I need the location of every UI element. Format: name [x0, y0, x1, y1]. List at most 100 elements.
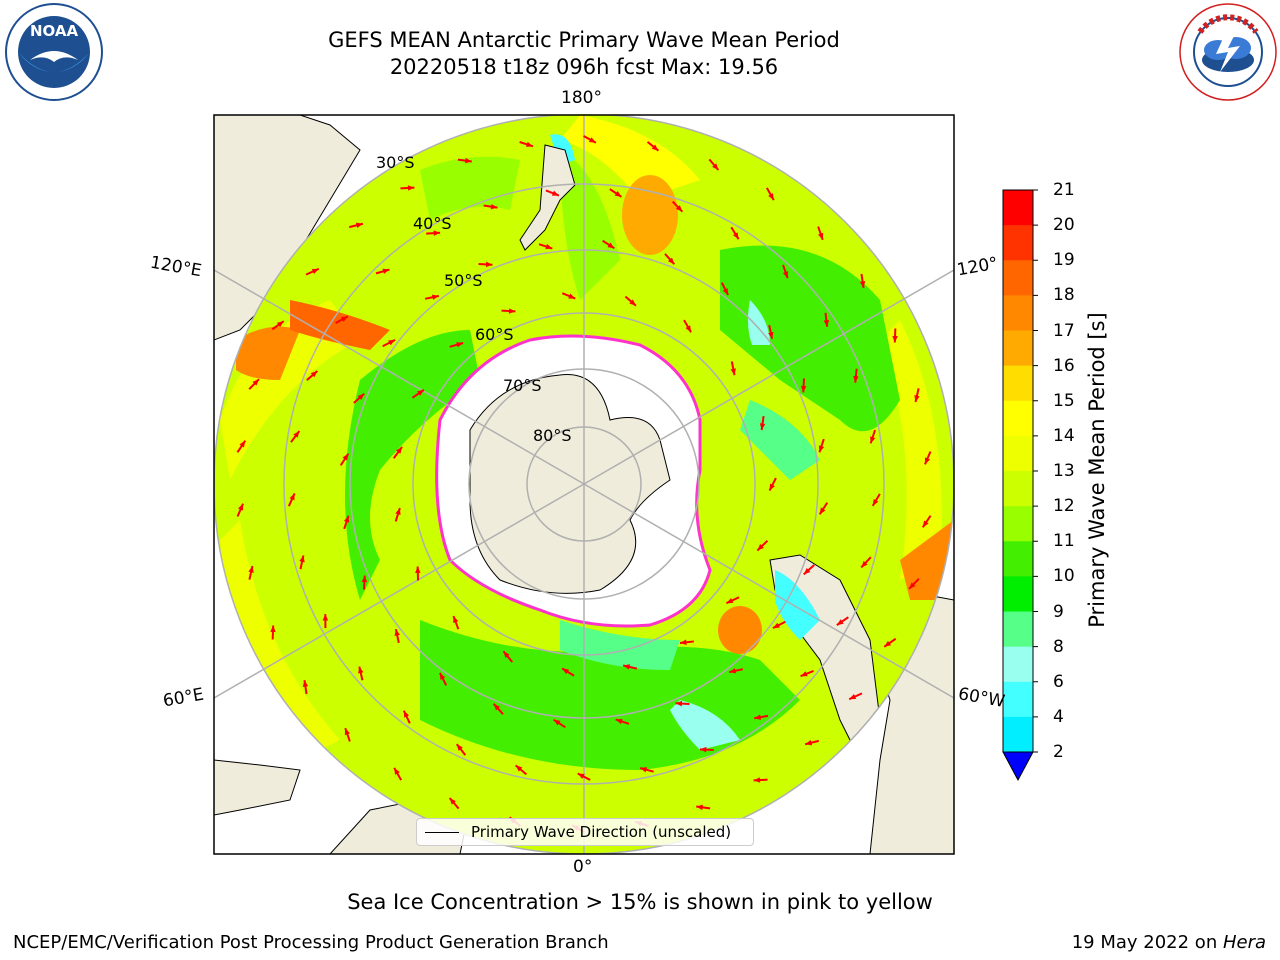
wave-arrow-head: [358, 666, 364, 674]
wave-arrow-head: [769, 483, 775, 491]
wave-arrow-head: [651, 144, 659, 151]
wave-arrow-head: [909, 582, 916, 589]
wave-arrow-head: [759, 423, 766, 430]
wave-arrow-head: [525, 141, 533, 147]
page-subtitle: 20220518 t18z 096h fcst Max: 19.56: [389, 55, 779, 79]
wave-arrow-head: [407, 185, 415, 191]
colorbar-tick-label: 11: [1053, 531, 1075, 552]
footer-date: 19 May 2022 on Hera: [1072, 932, 1266, 953]
wave-arrow-head: [849, 694, 857, 700]
wave-arrow-head: [553, 719, 561, 726]
wave-arrow-head: [453, 616, 459, 624]
wave-arrow-head: [892, 335, 898, 343]
wave-arrow-head: [388, 339, 396, 346]
colorbar-band: [1003, 190, 1033, 226]
colorbar-tick-label: 16: [1053, 355, 1075, 376]
legend-label: Primary Wave Direction (unscaled): [471, 823, 732, 841]
wave-arrow-head: [340, 316, 348, 322]
wave-arrow-head: [699, 746, 707, 753]
wave-arrow-head: [782, 271, 789, 279]
map-legend: Primary Wave Direction (unscaled): [416, 818, 754, 846]
legend-line-icon: [425, 831, 459, 833]
svg-text:NOAA: NOAA: [30, 22, 79, 40]
wave-arrow-head: [640, 767, 648, 773]
wave-arrow-head: [768, 193, 774, 201]
wave-arrow-head: [675, 700, 683, 707]
wave-arrow-head: [872, 498, 879, 506]
wave-direction-arrows: [236, 135, 932, 833]
wave-arrow-head: [322, 614, 329, 621]
wave-arrow-head: [836, 619, 844, 626]
page-title: GEFS MEAN Antarctic Primary Wave Mean Pe…: [328, 28, 840, 52]
wave-arrow-head: [357, 393, 365, 401]
wave-arrow-head: [800, 671, 808, 677]
colorbar-tick-label: 19: [1053, 250, 1075, 271]
wave-arrow-head: [577, 773, 585, 779]
lat-label-60s: 60°S: [475, 325, 514, 344]
colorbar: [1002, 189, 1038, 782]
wave-arrow-head: [629, 299, 636, 306]
footer-date-text: 19 May 2022 on: [1071, 932, 1223, 953]
lat-label-70s: 70°S: [503, 376, 542, 395]
wave-arrow-head: [768, 331, 774, 339]
wave-arrow-head: [310, 371, 318, 378]
colorbar-band: [1003, 471, 1033, 507]
wave-arrow-head: [726, 597, 734, 604]
wave-arrow-head: [289, 493, 295, 501]
wave-arrow-head: [493, 703, 501, 711]
wave-arrow-head: [456, 342, 464, 348]
map-frame: [213, 114, 955, 855]
wave-arrow-head: [623, 664, 631, 670]
wave-arrow-head: [861, 560, 868, 568]
colorbar-band: [1003, 646, 1033, 683]
wave-arrow-head: [465, 157, 472, 164]
colorbar-band: [1003, 260, 1033, 296]
colorbar-tick-label: 12: [1053, 496, 1075, 517]
wave-arrow-head: [818, 445, 825, 453]
wave-arrow-head: [239, 440, 246, 448]
wave-arrow-head: [922, 520, 929, 528]
wave-arrow-head: [545, 243, 553, 250]
wave-arrow-head: [433, 230, 441, 236]
wave-arrow-head: [753, 777, 761, 783]
wave-arrow-head: [394, 767, 400, 775]
colorbar-band: [1003, 576, 1033, 612]
wave-arrow-head: [667, 257, 675, 265]
wave-arrow-head: [884, 640, 892, 647]
wave-arrow-head: [696, 804, 703, 811]
wave-arrow-head: [342, 453, 349, 461]
lon-label-180: 180°: [561, 88, 602, 108]
wave-arrow-head: [311, 268, 319, 274]
wave-arrow-head: [403, 710, 410, 718]
wave-arrow-head: [503, 651, 510, 659]
colorbar-band: [1003, 716, 1033, 753]
wave-arrow-head: [431, 294, 439, 300]
lat-label-30s: 30°S: [376, 153, 415, 172]
nws-logo-icon: [1179, 3, 1277, 101]
colorbar-band: [1003, 400, 1033, 437]
wave-arrow-head: [551, 190, 559, 196]
colorbar-label: Primary Wave Mean Period [s]: [1085, 312, 1109, 628]
colorbar-band: [1003, 330, 1033, 367]
colorbar-band: [1003, 435, 1033, 472]
colorbar-tick-label: 14: [1053, 425, 1075, 446]
wave-arrow-head: [805, 740, 813, 746]
wave-arrow-head: [456, 744, 463, 751]
wave-arrow-head: [562, 668, 570, 675]
ice-note: Sea Ice Concentration > 15% is shown in …: [347, 890, 933, 914]
wave-arrow-head: [417, 389, 424, 396]
wave-arrow-head: [754, 714, 762, 720]
lat-label-80s: 80°S: [533, 426, 572, 445]
wave-arrow-head: [252, 379, 259, 386]
wave-arrow-head: [757, 544, 764, 551]
colorbar-band: [1003, 611, 1033, 648]
wave-arrow-head: [439, 672, 446, 680]
wave-arrow-head: [870, 436, 876, 444]
wave-arrow-head: [343, 515, 350, 523]
wave-arrow-head: [615, 718, 623, 725]
wave-arrow-head: [395, 508, 401, 516]
wave-arrow-head: [803, 567, 811, 575]
wave-arrow-head: [823, 320, 830, 327]
wave-arrow-head: [248, 565, 254, 573]
